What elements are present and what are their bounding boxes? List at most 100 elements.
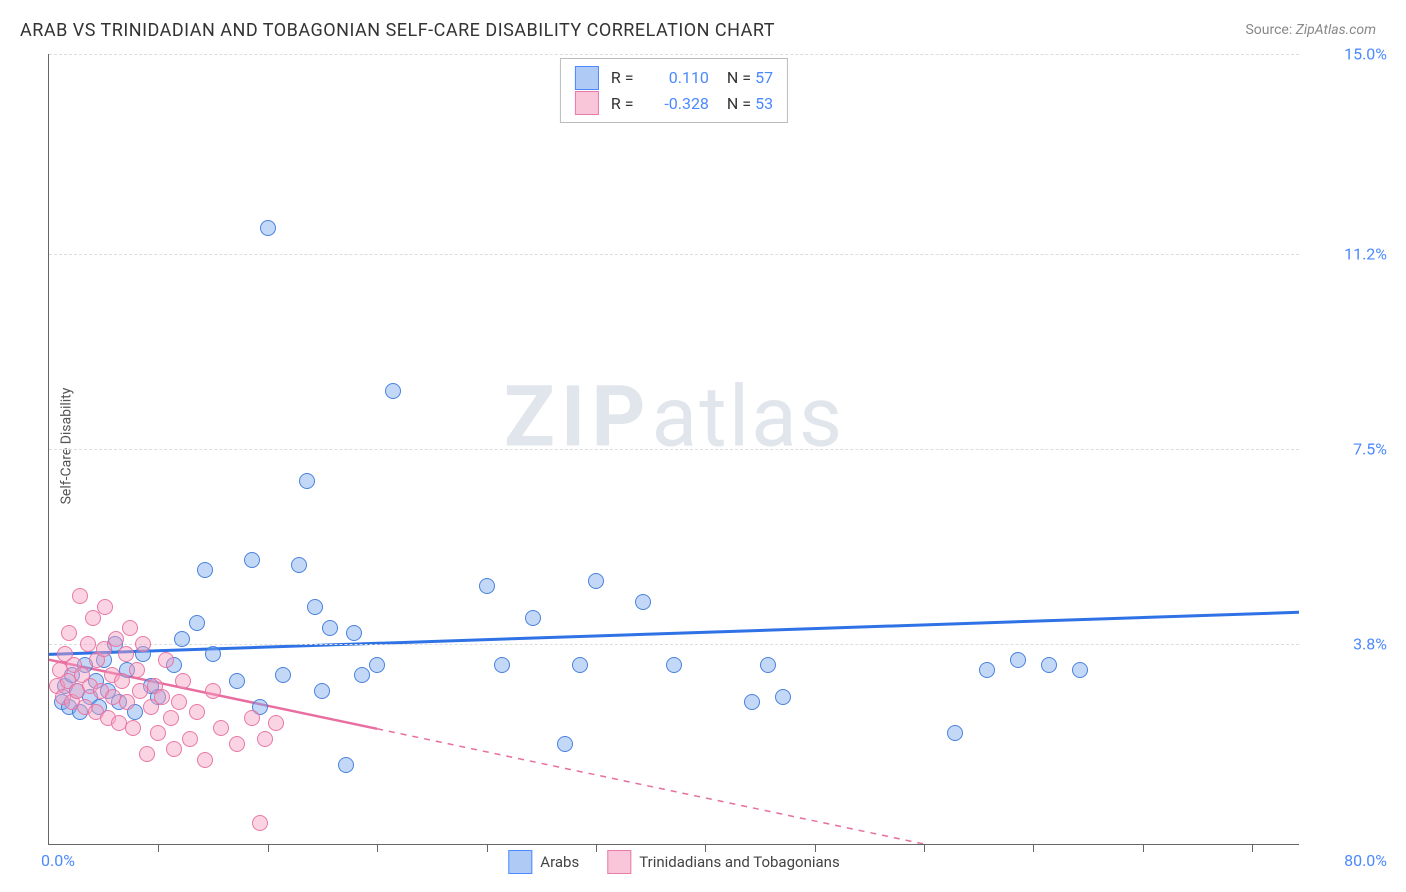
data-point bbox=[189, 615, 205, 631]
legend-item-arabs: Arabs bbox=[508, 850, 579, 874]
x-tick bbox=[596, 844, 597, 852]
gridline bbox=[49, 254, 1299, 255]
data-point bbox=[588, 573, 604, 589]
source-value: ZipAtlas.com bbox=[1296, 22, 1376, 38]
swatch-blue bbox=[508, 850, 532, 874]
r-label: R = bbox=[611, 91, 645, 117]
data-point bbox=[479, 578, 495, 594]
data-point bbox=[175, 673, 191, 689]
data-point bbox=[947, 725, 963, 741]
legend-label-1: Arabs bbox=[540, 853, 579, 871]
data-point bbox=[125, 720, 141, 736]
y-grid-label: 15.0% bbox=[1344, 45, 1387, 64]
n-label: N = bbox=[727, 68, 751, 87]
data-point bbox=[122, 620, 138, 636]
data-point bbox=[80, 636, 96, 652]
data-point bbox=[666, 657, 682, 673]
data-point bbox=[314, 683, 330, 699]
data-point bbox=[299, 473, 315, 489]
data-point bbox=[97, 599, 113, 615]
gridline bbox=[49, 644, 1299, 645]
data-point bbox=[257, 731, 273, 747]
data-point bbox=[72, 588, 88, 604]
y-grid-label: 7.5% bbox=[1353, 440, 1387, 459]
data-point bbox=[135, 636, 151, 652]
x-tick bbox=[815, 844, 816, 852]
x-tick bbox=[377, 844, 378, 852]
data-point bbox=[171, 694, 187, 710]
data-point bbox=[139, 746, 155, 762]
data-point bbox=[525, 610, 541, 626]
data-point bbox=[635, 594, 651, 610]
data-point bbox=[129, 662, 145, 678]
data-point bbox=[166, 741, 182, 757]
data-point bbox=[132, 683, 148, 699]
data-point bbox=[744, 694, 760, 710]
r-value-1: 0.110 bbox=[645, 65, 709, 91]
data-point bbox=[205, 646, 221, 662]
data-point bbox=[291, 557, 307, 573]
data-point bbox=[1072, 662, 1088, 678]
y-grid-label: 3.8% bbox=[1353, 634, 1387, 653]
chart-title: ARAB VS TRINIDADIAN AND TOBAGONIAN SELF-… bbox=[20, 20, 775, 41]
x-tick bbox=[268, 844, 269, 852]
data-point bbox=[338, 757, 354, 773]
data-point bbox=[572, 657, 588, 673]
data-point bbox=[118, 646, 134, 662]
data-point bbox=[354, 667, 370, 683]
x-tick bbox=[487, 844, 488, 852]
data-point bbox=[244, 552, 260, 568]
x-tick bbox=[924, 844, 925, 852]
data-point bbox=[205, 683, 221, 699]
r-label: R = bbox=[611, 65, 645, 91]
data-point bbox=[775, 689, 791, 705]
data-point bbox=[229, 736, 245, 752]
data-point bbox=[197, 562, 213, 578]
legend-label-2: Trinidadians and Tobagonians bbox=[639, 853, 839, 871]
swatch-pink bbox=[607, 850, 631, 874]
data-point bbox=[158, 652, 174, 668]
data-point bbox=[114, 673, 130, 689]
data-point bbox=[1041, 657, 1057, 673]
gridline bbox=[49, 449, 1299, 450]
data-point bbox=[252, 815, 268, 831]
legend-row-series-2: R =-0.328N =53 bbox=[575, 91, 773, 117]
source-label: Source: bbox=[1245, 22, 1292, 38]
legend-item-trinidadians: Trinidadians and Tobagonians bbox=[607, 850, 839, 874]
gridline bbox=[49, 54, 1299, 55]
data-point bbox=[275, 667, 291, 683]
source-credit: Source: ZipAtlas.com bbox=[1245, 22, 1376, 38]
data-point bbox=[163, 710, 179, 726]
x-axis-max: 80.0% bbox=[1344, 851, 1387, 870]
x-tick bbox=[1033, 844, 1034, 852]
data-point bbox=[260, 220, 276, 236]
data-point bbox=[174, 631, 190, 647]
data-point bbox=[346, 625, 362, 641]
data-point bbox=[557, 736, 573, 752]
data-point bbox=[150, 725, 166, 741]
data-point bbox=[197, 752, 213, 768]
data-point bbox=[189, 704, 205, 720]
data-point bbox=[244, 710, 260, 726]
correlation-legend: R =0.110N =57 R =-0.328N =53 bbox=[560, 58, 788, 123]
series-legend: Arabs Trinidadians and Tobagonians bbox=[508, 850, 839, 874]
data-point bbox=[1010, 652, 1026, 668]
data-point bbox=[307, 599, 323, 615]
n-label: N = bbox=[727, 94, 751, 113]
data-point bbox=[369, 657, 385, 673]
scatter-plot: ZIPatlas R =0.110N =57 R =-0.328N =53 0.… bbox=[48, 54, 1299, 845]
data-point bbox=[182, 731, 198, 747]
data-point bbox=[385, 383, 401, 399]
watermark: ZIPatlas bbox=[504, 368, 844, 467]
data-point bbox=[322, 620, 338, 636]
swatch-blue bbox=[575, 66, 599, 90]
legend-row-series-1: R =0.110N =57 bbox=[575, 65, 773, 91]
r-value-2: -0.328 bbox=[645, 91, 709, 117]
data-point bbox=[760, 657, 776, 673]
swatch-pink bbox=[575, 91, 599, 115]
x-axis-origin: 0.0% bbox=[41, 851, 75, 870]
x-tick bbox=[1252, 844, 1253, 852]
y-grid-label: 11.2% bbox=[1344, 245, 1387, 264]
data-point bbox=[268, 715, 284, 731]
data-point bbox=[229, 673, 245, 689]
